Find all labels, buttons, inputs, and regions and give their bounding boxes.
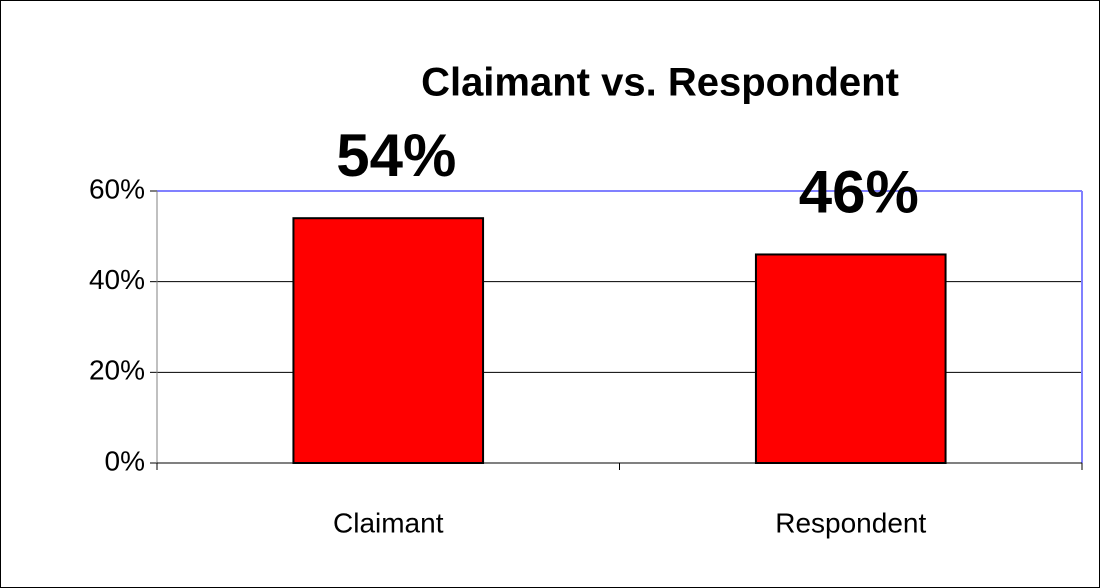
y-tick-label: 60%: [89, 173, 145, 204]
bar: [754, 253, 947, 464]
chart-title: Claimant vs. Respondent: [421, 61, 899, 105]
data-label: 46%: [799, 158, 919, 225]
x-tick-label: Claimant: [333, 507, 444, 538]
x-tick-label: Respondent: [775, 507, 926, 538]
y-tick-label: 20%: [89, 355, 145, 386]
bar: [292, 217, 485, 464]
y-tick-label: 0%: [105, 445, 145, 476]
data-label: 54%: [336, 122, 456, 189]
y-tick-label: 40%: [89, 264, 145, 295]
